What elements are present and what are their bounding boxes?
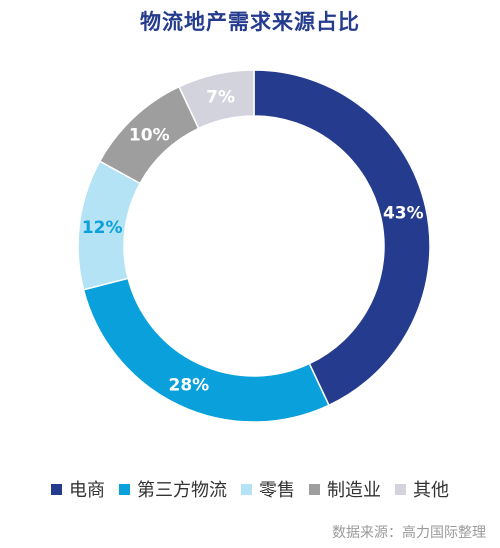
legend-swatch bbox=[51, 483, 62, 495]
slice-label-2: 28% bbox=[169, 375, 210, 395]
slice-label-5: 7% bbox=[206, 88, 235, 108]
legend-swatch bbox=[395, 483, 406, 495]
legend-item-2: 第三方物流 bbox=[119, 476, 227, 502]
slice-label-1: 43% bbox=[383, 204, 424, 224]
chart-title: 物流地产需求来源占比 bbox=[140, 10, 360, 34]
legend-swatch bbox=[119, 483, 130, 495]
legend-swatch bbox=[309, 483, 320, 495]
donut-chart: 43% 28% 12% 10% 7% bbox=[77, 69, 431, 423]
slice-1 bbox=[253, 69, 431, 407]
legend-item-3: 零售 bbox=[241, 476, 295, 502]
legend-label: 零售 bbox=[259, 480, 295, 501]
slice-5 bbox=[178, 69, 255, 130]
legend-label: 电商 bbox=[69, 480, 105, 501]
legend-label: 制造业 bbox=[327, 480, 381, 501]
legend-item-1: 电商 bbox=[51, 476, 105, 502]
slice-2 bbox=[82, 277, 330, 423]
legend-item-5: 其他 bbox=[395, 476, 449, 502]
chart-legend: 电商 第三方物流 零售 制造业 其他 bbox=[0, 476, 500, 502]
legend-label: 第三方物流 bbox=[137, 480, 227, 501]
legend-label: 其他 bbox=[413, 480, 449, 501]
legend-swatch bbox=[241, 483, 252, 495]
legend-item-4: 制造业 bbox=[309, 476, 381, 502]
slice-label-4: 10% bbox=[129, 125, 170, 145]
source-note: 数据来源：高力国际整理 bbox=[332, 525, 486, 541]
slice-label-3: 12% bbox=[82, 218, 123, 238]
